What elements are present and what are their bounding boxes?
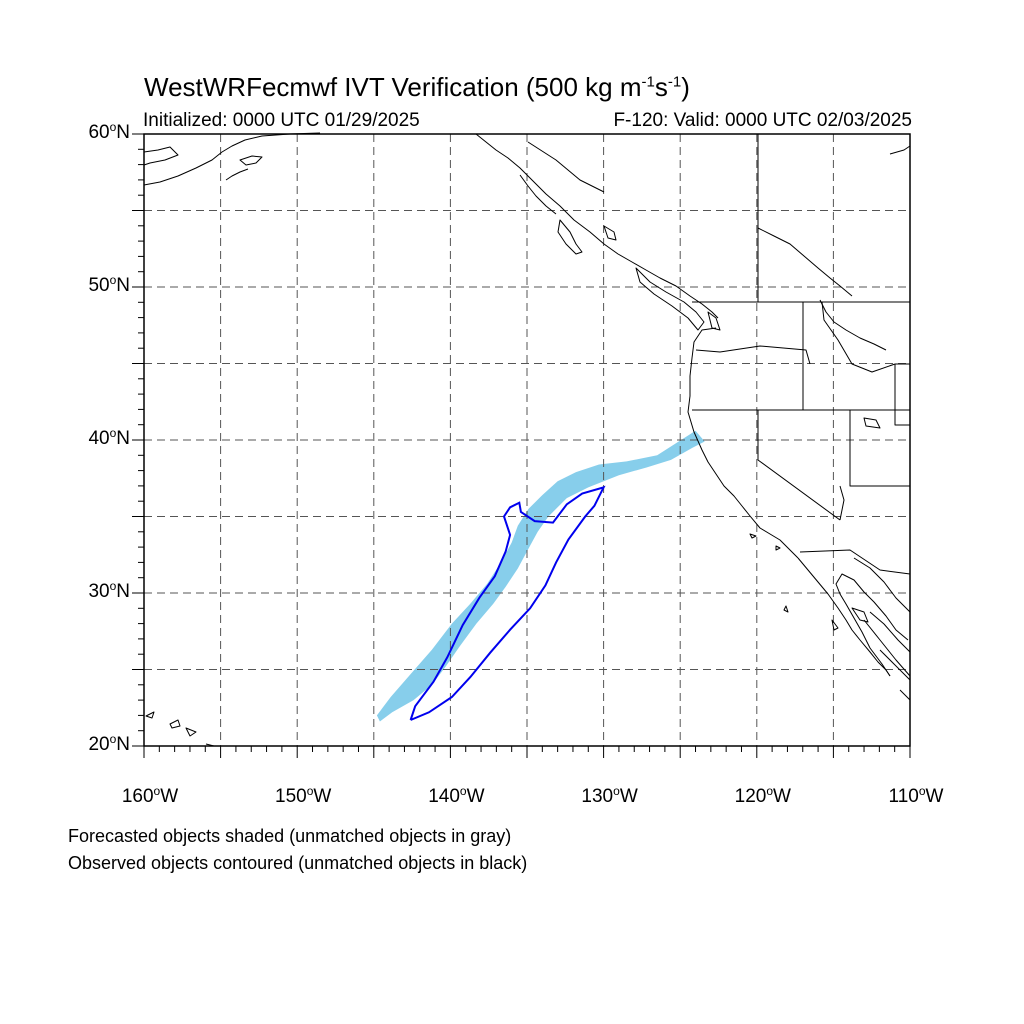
lat-label: 50oN [88,273,130,296]
lon-label: 150oW [275,784,332,807]
lon-label: 130oW [581,784,638,807]
graticule [144,134,910,746]
initialized-time: Initialized: 0000 UTC 01/29/2025 [143,110,420,131]
note-observed: Observed objects contoured (unmatched ob… [68,853,528,873]
map-title: WestWRFecmwf IVT Verification (500 kg m-… [144,72,690,103]
lat-label: 40oN [88,426,130,449]
lat-label: 30oN [88,579,130,602]
forecast-object-shaded [376,430,705,722]
lat-label: 20oN [88,732,130,755]
title-mid: s [654,72,668,102]
lon-label: 120oW [734,784,791,807]
title-suffix: ) [681,72,690,102]
title-exponent-2: -1 [667,73,682,91]
lon-label: 110oW [888,784,944,807]
lat-label: 60oN [88,120,130,143]
lon-label: 160oW [121,784,179,807]
valid-time: F-120: Valid: 0000 UTC 02/03/2025 [613,110,912,131]
lon-label: 140oW [428,784,485,807]
title-prefix: WestWRFecmwf IVT Verification (500 kg m [144,72,642,102]
note-forecast: Forecasted objects shaded (unmatched obj… [68,826,512,846]
coastlines-and-borders [143,132,911,747]
title-exponent-1: -1 [641,73,655,91]
observed-object-contour [409,485,606,721]
axis-ticks [132,133,911,758]
